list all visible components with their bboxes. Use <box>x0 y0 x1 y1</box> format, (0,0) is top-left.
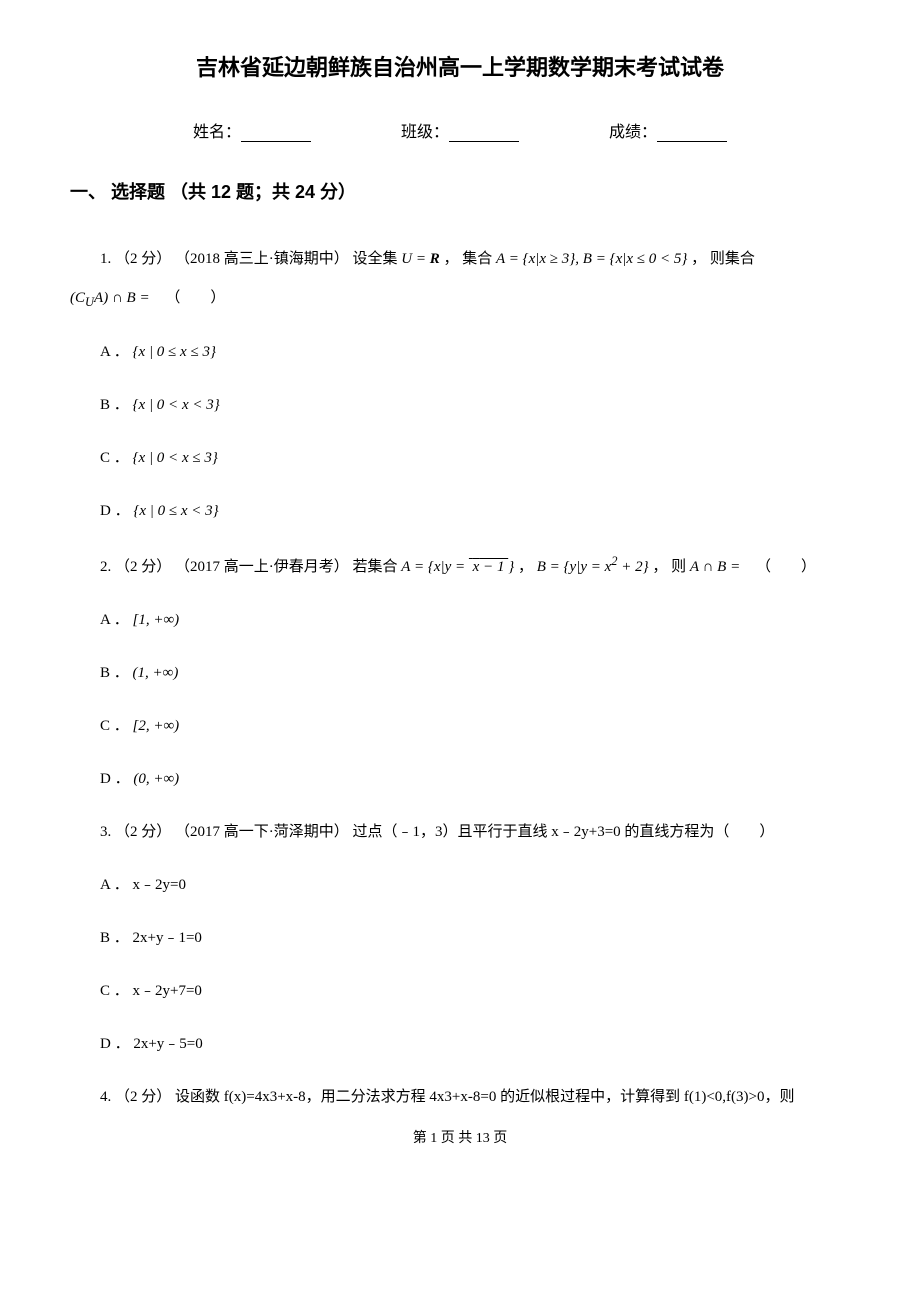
q1-optA: {x | 0 ≤ x ≤ 3} <box>133 344 216 360</box>
class-field: 班级： <box>401 118 519 142</box>
section-1-header: 一、 选择题 （共 12 题；共 24 分） <box>70 178 850 204</box>
q3-stem: 过点（﹣1，3）且平行于直线 x﹣2y+3=0 的直线方程为（ ） <box>353 824 775 840</box>
q3-source: （2017 高一下·菏泽期中） <box>175 824 349 840</box>
q1-stem-mid2: ， 则集合 <box>691 251 755 267</box>
q1-option-a: A ． {x | 0 ≤ x ≤ 3} <box>70 333 850 372</box>
q2-num: 2. <box>100 559 111 575</box>
q3-optD: 2x+y﹣5=0 <box>133 1036 202 1052</box>
q1-expr-line2: (CUA) ∩ B = <box>70 290 150 306</box>
q1-option-d: D ． {x | 0 ≤ x < 3} <box>70 492 850 531</box>
q1-expr-ab: A = {x|x ≥ 3}, B = {x|x ≤ 0 < 5} <box>496 251 687 267</box>
q2-option-c: C ． [2, +∞) <box>70 707 850 746</box>
q2-optA-label: A ． <box>100 612 129 628</box>
q1-stem-mid1: ， 集合 <box>444 251 497 267</box>
q1-optC: {x | 0 < x ≤ 3} <box>133 450 218 466</box>
q1-points: （2 分） <box>115 251 171 267</box>
question-4: 4. （2 分） 设函数 f(x)=4x3+x-8，用二分法求方程 4x3+x-… <box>70 1078 850 1117</box>
q2-optC: [2, +∞) <box>133 718 180 734</box>
q2-expr-a: A = {x|y = x − 1 } <box>401 559 514 575</box>
q1-optA-label: A ． <box>100 344 129 360</box>
q1-optB: {x | 0 < x < 3} <box>133 397 220 413</box>
q2-optD: (0, +∞) <box>133 771 179 787</box>
score-field: 成绩： <box>609 118 727 142</box>
q1-optC-label: C ． <box>100 450 129 466</box>
name-field: 姓名： <box>193 118 311 142</box>
q2-optC-label: C ． <box>100 718 129 734</box>
q1-source: （2018 高三上·镇海期中） <box>175 251 349 267</box>
q3-option-c: C ． x﹣2y+7=0 <box>70 972 850 1011</box>
q2-optB: (1, +∞) <box>133 665 179 681</box>
class-blank <box>449 123 519 142</box>
q3-optB-label: B ． <box>100 930 129 946</box>
question-1: 1. （2 分） （2018 高三上·镇海期中） 设全集 U = R ， 集合 … <box>70 240 850 531</box>
student-info-row: 姓名： 班级： 成绩： <box>70 118 850 142</box>
q2-optA: [1, +∞) <box>133 612 180 628</box>
q3-num: 3. <box>100 824 111 840</box>
q3-option-d: D ． 2x+y﹣5=0 <box>70 1025 850 1064</box>
q1-stem-pre: 设全集 <box>353 251 402 267</box>
question-2: 2. （2 分） （2017 高一上·伊春月考） 若集合 A = {x|y = … <box>70 545 850 799</box>
q1-optD: {x | 0 ≤ x < 3} <box>133 503 218 519</box>
q1-optD-label: D ． <box>100 503 130 519</box>
score-blank <box>657 123 727 142</box>
q3-optA-label: A ． <box>100 877 129 893</box>
q3-optC: x﹣2y+7=0 <box>133 983 202 999</box>
q2-optD-label: D ． <box>100 771 130 787</box>
q2-paren: （ ） <box>756 559 816 575</box>
q4-num: 4. <box>100 1089 111 1105</box>
q3-optC-label: C ． <box>100 983 129 999</box>
name-label: 姓名： <box>193 118 241 142</box>
page-footer: 第 1 页 共 13 页 <box>70 1127 850 1147</box>
q3-option-a: A ． x﹣2y=0 <box>70 866 850 905</box>
score-label: 成绩： <box>609 118 657 142</box>
q1-optB-label: B ． <box>100 397 129 413</box>
q2-option-a: A ． [1, +∞) <box>70 601 850 640</box>
q3-optB: 2x+y﹣1=0 <box>133 930 202 946</box>
q2-source: （2017 高一上·伊春月考） <box>175 559 349 575</box>
question-3: 3. （2 分） （2017 高一下·菏泽期中） 过点（﹣1，3）且平行于直线 … <box>70 813 850 1064</box>
page-title: 吉林省延边朝鲜族自治州高一上学期数学期末考试试卷 <box>70 50 850 82</box>
q2-stem-mid2: ， 则 <box>652 559 690 575</box>
q1-paren: （ ） <box>165 290 225 306</box>
q2-option-d: D ． (0, +∞) <box>70 760 850 799</box>
q4-points: （2 分） <box>115 1089 171 1105</box>
q2-expr-ab: A ∩ B = <box>690 559 740 575</box>
q2-option-b: B ． (1, +∞) <box>70 654 850 693</box>
q2-stem-mid1: ， <box>518 559 537 575</box>
q2-expr-b: B = {y|y = x2 + 2} <box>537 559 649 575</box>
name-blank <box>241 123 311 142</box>
q1-expr-u: U = R <box>401 251 439 267</box>
q3-optA: x﹣2y=0 <box>133 877 186 893</box>
q3-option-b: B ． 2x+y﹣1=0 <box>70 919 850 958</box>
q2-stem-pre: 若集合 <box>353 559 402 575</box>
q3-optD-label: D ． <box>100 1036 130 1052</box>
q1-option-b: B ． {x | 0 < x < 3} <box>70 386 850 425</box>
q1-option-c: C ． {x | 0 < x ≤ 3} <box>70 439 850 478</box>
q1-num: 1. <box>100 251 111 267</box>
q2-points: （2 分） <box>115 559 171 575</box>
class-label: 班级： <box>401 118 449 142</box>
q4-stem: 设函数 f(x)=4x3+x-8，用二分法求方程 4x3+x-8=0 的近似根过… <box>175 1089 794 1105</box>
q2-optB-label: B ． <box>100 665 129 681</box>
q3-points: （2 分） <box>115 824 171 840</box>
